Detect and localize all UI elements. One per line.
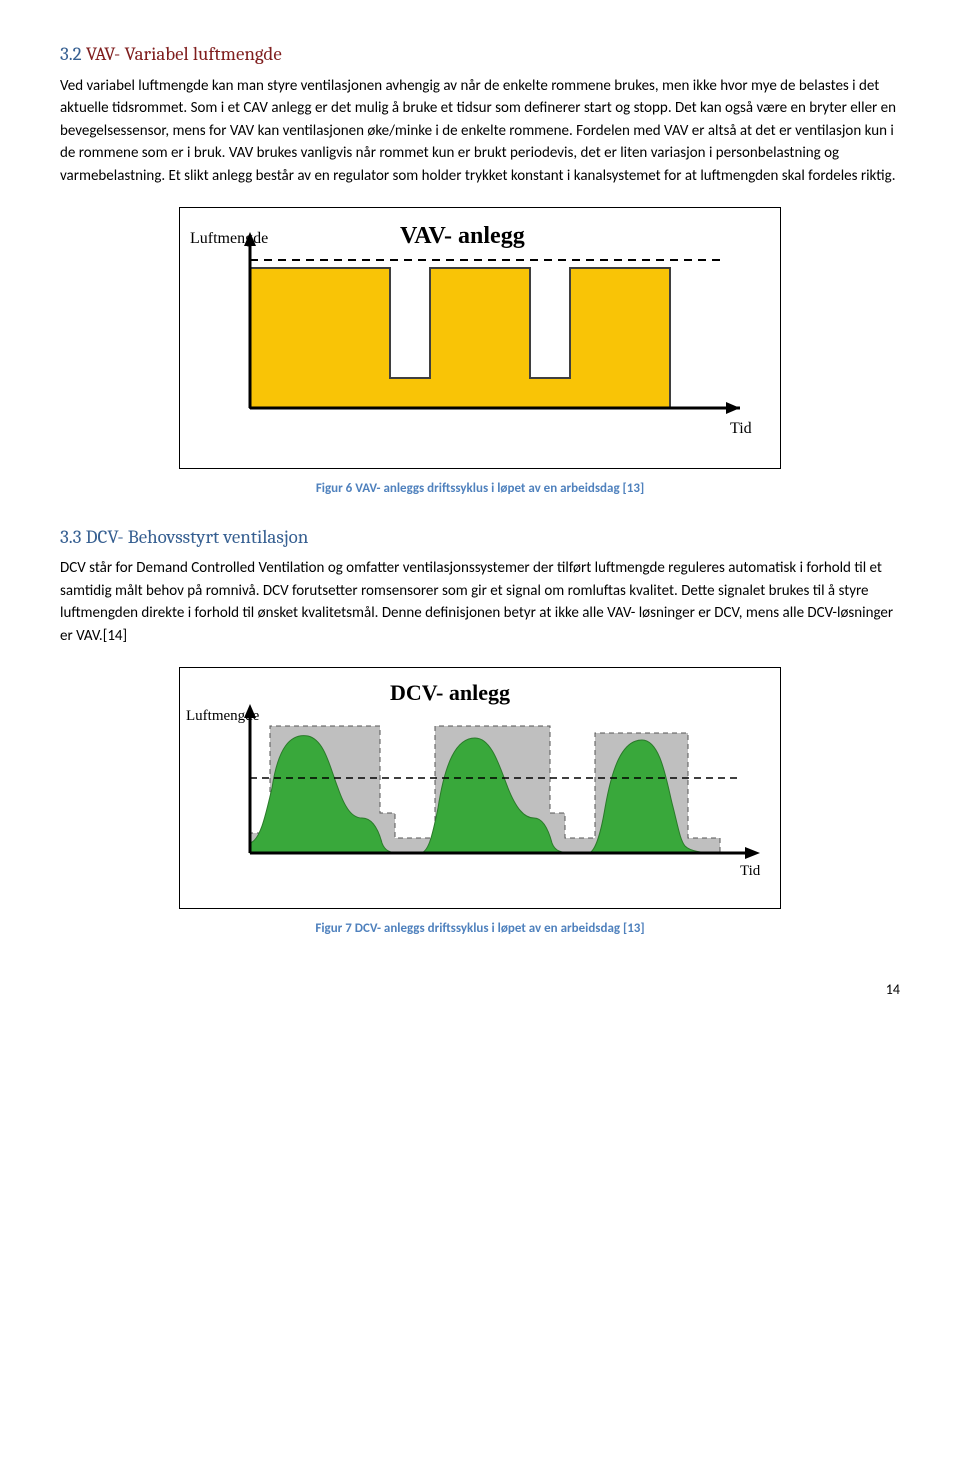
dcv-chart: LuftmengdeDCV- anleggTid xyxy=(179,667,781,909)
svg-text:Luftmengde: Luftmengde xyxy=(190,230,268,247)
svg-text:DCV- anlegg: DCV- anlegg xyxy=(390,680,510,705)
svg-text:Tid: Tid xyxy=(740,863,761,879)
svg-text:Tid: Tid xyxy=(730,420,752,437)
figure-7-caption: Figur 7 DCV- anleggs driftssyklus i løpe… xyxy=(60,919,900,939)
section-paragraph-vav: Ved variabel luftmengde kan man styre ve… xyxy=(60,75,900,188)
section-number: 3.3 xyxy=(60,526,81,548)
figure-6-caption: Figur 6 VAV- anleggs driftssyklus i løpe… xyxy=(60,479,900,499)
vav-chart: Luftmengde VAV- anlegg Tid xyxy=(179,207,781,469)
section-number: 3.2 xyxy=(60,43,82,65)
section-title: VAV- Variabel luftmengde xyxy=(86,43,282,65)
section-title: DCV- Behovsstyrt ventilasjon xyxy=(86,526,309,548)
section-heading-vav: 3.2 VAV- Variabel luftmengde xyxy=(60,40,900,69)
section-heading-dcv: 3.3 DCV- Behovsstyrt ventilasjon xyxy=(60,523,900,552)
page-number: 14 xyxy=(60,979,900,1000)
section-paragraph-dcv: DCV står for Demand Controlled Ventilati… xyxy=(60,557,900,647)
svg-text:VAV- anlegg: VAV- anlegg xyxy=(400,223,525,249)
figure-6: Luftmengde VAV- anlegg Tid xyxy=(60,207,900,469)
figure-7: LuftmengdeDCV- anleggTid xyxy=(60,667,900,909)
